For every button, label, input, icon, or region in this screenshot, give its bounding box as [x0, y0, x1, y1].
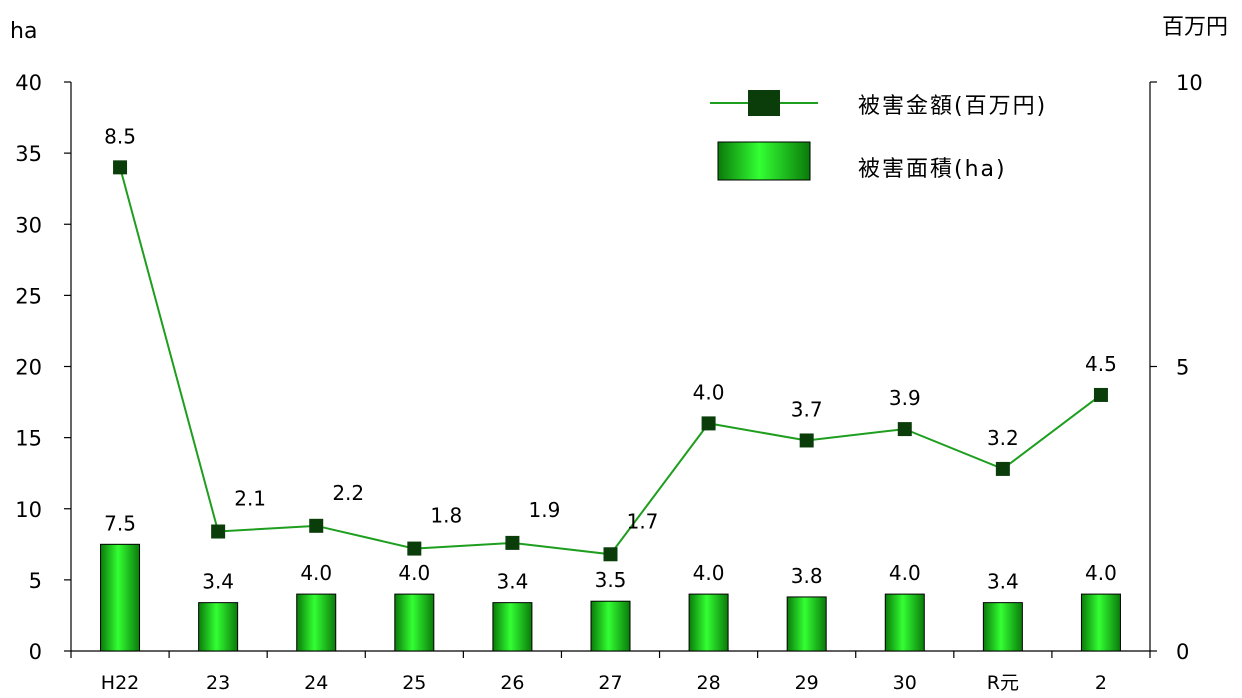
line-marker — [701, 416, 716, 431]
data-labels: 7.5 3.4 4.0 4.0 3.4 3.5 4.0 3.8 4.0 3.4 4.0 8.5 2.1 2… — [104, 124, 1117, 593]
y-right-axis-label: 百万円 — [1162, 15, 1228, 40]
legend-label-cost: 被害金額(百万円) — [858, 94, 1047, 119]
line-marker — [407, 541, 422, 556]
y-left-tick-label: 20 — [15, 356, 42, 380]
y-left-tick-label: 30 — [15, 213, 42, 237]
bar — [296, 593, 337, 652]
bar-value-label: 3.5 — [595, 568, 627, 592]
y-right-tick-label: 0 — [1176, 640, 1189, 664]
bar-value-label: 3.8 — [791, 564, 823, 588]
bar-value-label: 4.0 — [889, 561, 921, 585]
bar-value-label: 4.0 — [693, 561, 725, 585]
y-left-tick-label: 35 — [15, 142, 42, 166]
bar-value-label: 3.4 — [987, 570, 1019, 594]
bar-value-label: 4.0 — [1085, 561, 1117, 585]
y-right-tick-label: 10 — [1176, 71, 1203, 95]
line-marker — [897, 422, 912, 437]
line-value-label: 8.5 — [104, 124, 136, 148]
bar — [982, 602, 1023, 652]
bar — [198, 602, 239, 652]
bar-value-label: 3.4 — [202, 570, 234, 594]
y-left-tick-label: 25 — [15, 284, 42, 308]
y-left-tick-label: 10 — [15, 498, 42, 522]
legend-label-area: 被害面積(ha) — [858, 157, 1007, 182]
y-left-tick-label: 5 — [29, 569, 42, 593]
line-value-label: 3.2 — [987, 426, 1019, 450]
line-value-label: 1.9 — [529, 498, 561, 522]
line-value-label: 2.2 — [332, 481, 364, 505]
line-value-label: 4.0 — [693, 380, 725, 404]
x-tick-label: 24 — [304, 672, 328, 694]
x-tick-label: R元 — [987, 672, 1019, 694]
x-tick-label: 23 — [206, 672, 230, 694]
bar — [590, 600, 631, 652]
line-marker — [995, 461, 1010, 476]
x-tick-label: 28 — [696, 672, 720, 694]
line-marker — [603, 547, 618, 562]
bar-value-label: 4.0 — [398, 561, 430, 585]
x-tick-label: 27 — [598, 672, 622, 694]
axes: 0 5 10 15 20 25 30 35 40 0 5 10 H22 23 24 25 26 27 28 29 30 R… — [15, 71, 1202, 694]
legend: 被害金額(百万円) 被害面積(ha) — [710, 90, 1047, 182]
bar-value-label: 4.0 — [300, 561, 332, 585]
x-tick-label: 26 — [500, 672, 524, 694]
x-tick-label: 29 — [795, 672, 819, 694]
bar — [884, 593, 925, 652]
line-value-label: 1.7 — [627, 509, 659, 533]
bar-value-label: 3.4 — [497, 570, 529, 594]
legend-bar-swatch — [717, 141, 811, 181]
series-line — [119, 167, 1102, 556]
line-value-label: 3.7 — [791, 397, 823, 421]
y-left-axis-label: ha — [10, 19, 37, 44]
bar — [492, 602, 533, 652]
y-right-tick-label: 5 — [1176, 356, 1189, 380]
bar — [394, 593, 435, 652]
line-marker — [505, 535, 520, 550]
line-marker — [309, 518, 324, 533]
bar — [688, 593, 729, 652]
line-value-label: 2.1 — [234, 487, 266, 511]
line-value-label: 1.8 — [430, 504, 462, 528]
line-value-label: 4.5 — [1085, 352, 1117, 376]
x-tick-label: 30 — [893, 672, 917, 694]
line-value-label: 3.9 — [889, 386, 921, 410]
bar-series — [100, 543, 1121, 652]
bar-value-label: 7.5 — [104, 511, 136, 535]
line-marker — [113, 160, 128, 175]
y-left-tick-label: 40 — [15, 71, 42, 95]
legend-marker-swatch — [748, 90, 780, 116]
x-tick-label: 25 — [402, 672, 426, 694]
line-series — [113, 160, 1108, 562]
y-left-tick-label: 0 — [29, 640, 42, 664]
x-tick-label: H22 — [101, 672, 139, 694]
bar — [100, 543, 141, 652]
line-marker — [1093, 387, 1108, 402]
y-left-tick-label: 15 — [15, 427, 42, 451]
x-tick-label: 2 — [1095, 672, 1107, 694]
bar — [1080, 593, 1121, 652]
line-marker — [211, 524, 226, 539]
line-marker — [799, 433, 814, 448]
bar — [786, 596, 827, 652]
